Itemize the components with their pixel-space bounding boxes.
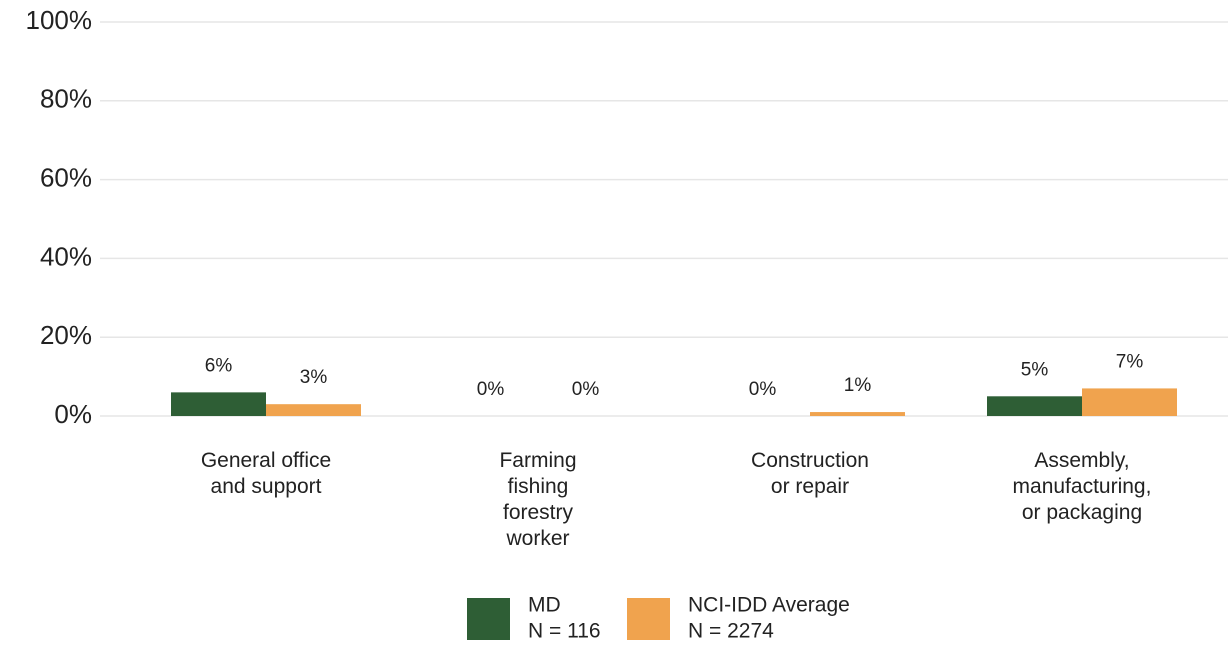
x-tick-label: Construction or repair (751, 449, 869, 498)
x-tick-label: Farming fishing forestry worker (499, 449, 576, 550)
y-tick-label: 40% (40, 241, 92, 271)
data-label: 7% (1116, 351, 1144, 372)
legend-label: NCI-IDD Average (688, 594, 850, 617)
bar (1082, 388, 1177, 416)
data-label: 6% (205, 355, 233, 376)
x-tick-label: General office and support (201, 449, 331, 498)
data-label: 0% (572, 379, 600, 400)
data-label: 0% (749, 379, 777, 400)
data-label: 5% (1021, 359, 1049, 380)
bar (266, 404, 361, 416)
bar (171, 392, 266, 416)
y-tick-label: 0% (54, 399, 92, 429)
bar (987, 396, 1082, 416)
y-tick-label: 100% (26, 5, 93, 35)
legend-n: N = 116 (528, 620, 601, 643)
data-label: 0% (477, 379, 505, 400)
legend-label: MD (528, 594, 561, 617)
legend-swatch (627, 598, 670, 640)
data-label: 3% (300, 367, 328, 388)
y-tick-label: 60% (40, 162, 92, 192)
legend-n: N = 2274 (688, 620, 774, 643)
data-label: 1% (844, 375, 872, 396)
x-tick-label: Assembly, manufacturing, or packaging (1013, 449, 1152, 524)
y-tick-label: 80% (40, 84, 92, 114)
bar (810, 412, 905, 416)
legend-swatch (467, 598, 510, 640)
y-tick-label: 20% (40, 320, 92, 350)
